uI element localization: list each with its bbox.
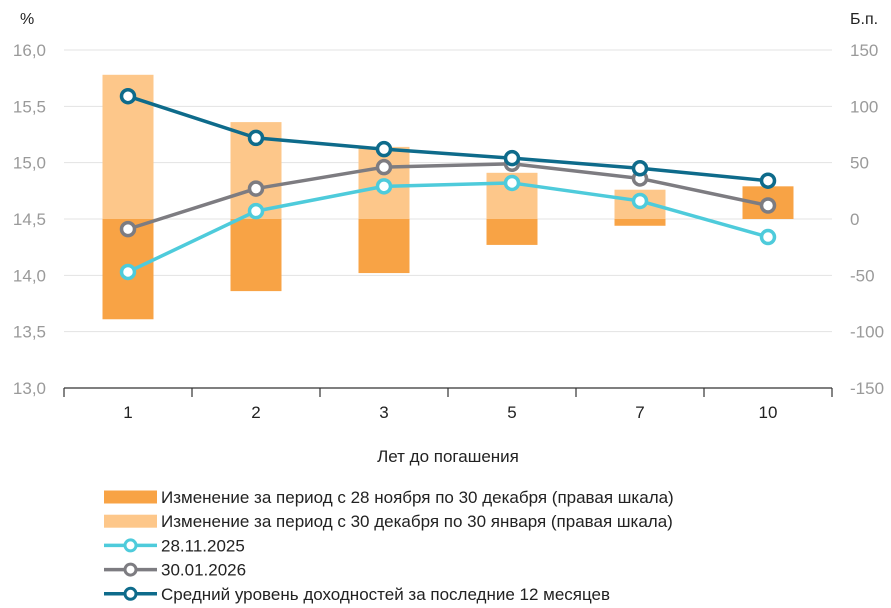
data-point: [759, 197, 777, 214]
data-point: [631, 192, 649, 210]
data-point: [375, 140, 393, 158]
data-point: [759, 172, 777, 189]
legend-label: Изменение за период с 28 ноября по 30 де…: [161, 488, 674, 507]
legend-swatch: [104, 490, 157, 504]
data-point: [247, 202, 265, 220]
y-right-tick-label: 150: [850, 41, 878, 60]
data-point: [119, 263, 137, 281]
data-point: [247, 180, 265, 197]
data-point: [375, 158, 393, 176]
data-point: [247, 129, 265, 147]
x-tick-label: 1: [123, 403, 132, 422]
y-left-tick-label: 16,0: [13, 41, 46, 60]
x-tick-label: 10: [759, 403, 778, 422]
legend-item: 30.01.2026: [104, 561, 246, 580]
x-axis-label: Лет до погашения: [377, 447, 519, 466]
x-tick-label: 3: [379, 403, 388, 422]
data-point: [503, 174, 521, 192]
y-left-tick-label: 13,0: [13, 379, 46, 398]
legend-item: Средний уровень доходностей за последние…: [104, 585, 610, 604]
y-right-tick-label: 0: [850, 210, 859, 229]
axis-labels: % Б.п. Лет до погашения: [20, 11, 878, 466]
legend-label: Средний уровень доходностей за последние…: [161, 585, 610, 604]
legend-label: Изменение за период с 30 декабря по 30 я…: [161, 512, 673, 531]
y-right-tick-label: -50: [850, 266, 875, 285]
data-point: [759, 228, 777, 246]
series-line: [127, 162, 769, 231]
bars: [102, 74, 794, 320]
lines: [119, 87, 777, 281]
legend-marker: [123, 586, 138, 601]
bar: [358, 219, 410, 274]
legend-item: Изменение за период с 30 декабря по 30 я…: [104, 512, 673, 531]
y-right-tick-label: -150: [850, 379, 884, 398]
data-point: [119, 220, 137, 238]
series-line: [127, 94, 769, 183]
data-point: [631, 160, 649, 177]
bar: [486, 219, 538, 245]
legend-label: 30.01.2026: [161, 561, 246, 580]
data-point: [375, 178, 393, 195]
y-left-tick-label: 14,0: [13, 266, 46, 285]
legend-item: 28.11.2025: [104, 536, 245, 555]
y-left-tick-label: 13,5: [13, 323, 46, 342]
y-left-tick-label: 14,5: [13, 210, 46, 229]
y-left-tick-label: 15,0: [13, 154, 46, 173]
x-tick-label: 5: [507, 403, 516, 422]
y-left-tick-label: 15,5: [13, 97, 46, 116]
legend-marker: [123, 538, 138, 553]
right-axis-unit: Б.п.: [850, 11, 878, 28]
legend-item: Изменение за период с 28 ноября по 30 де…: [104, 488, 674, 507]
left-axis-unit: %: [20, 11, 34, 28]
bar: [614, 219, 666, 226]
data-point: [119, 87, 137, 105]
y-right-tick-label: -100: [850, 323, 884, 342]
legend-marker: [123, 562, 138, 577]
gridlines: [64, 49, 832, 333]
data-point: [503, 149, 521, 167]
series-line: [127, 181, 769, 274]
legend-label: 28.11.2025: [161, 536, 245, 555]
y-right-tick-label: 50: [850, 154, 869, 173]
bar: [230, 219, 282, 292]
axes: 13,0 -150 13,5 -100 14,0 -50 14,5 0 15,0 50 15,5 10…: [13, 41, 884, 422]
legend: Изменение за период с 28 ноября по 30 де…: [104, 488, 674, 604]
x-tick-label: 2: [251, 403, 260, 422]
legend-swatch: [104, 514, 157, 528]
x-tick-label: 7: [635, 403, 644, 422]
y-right-tick-label: 100: [850, 97, 878, 116]
